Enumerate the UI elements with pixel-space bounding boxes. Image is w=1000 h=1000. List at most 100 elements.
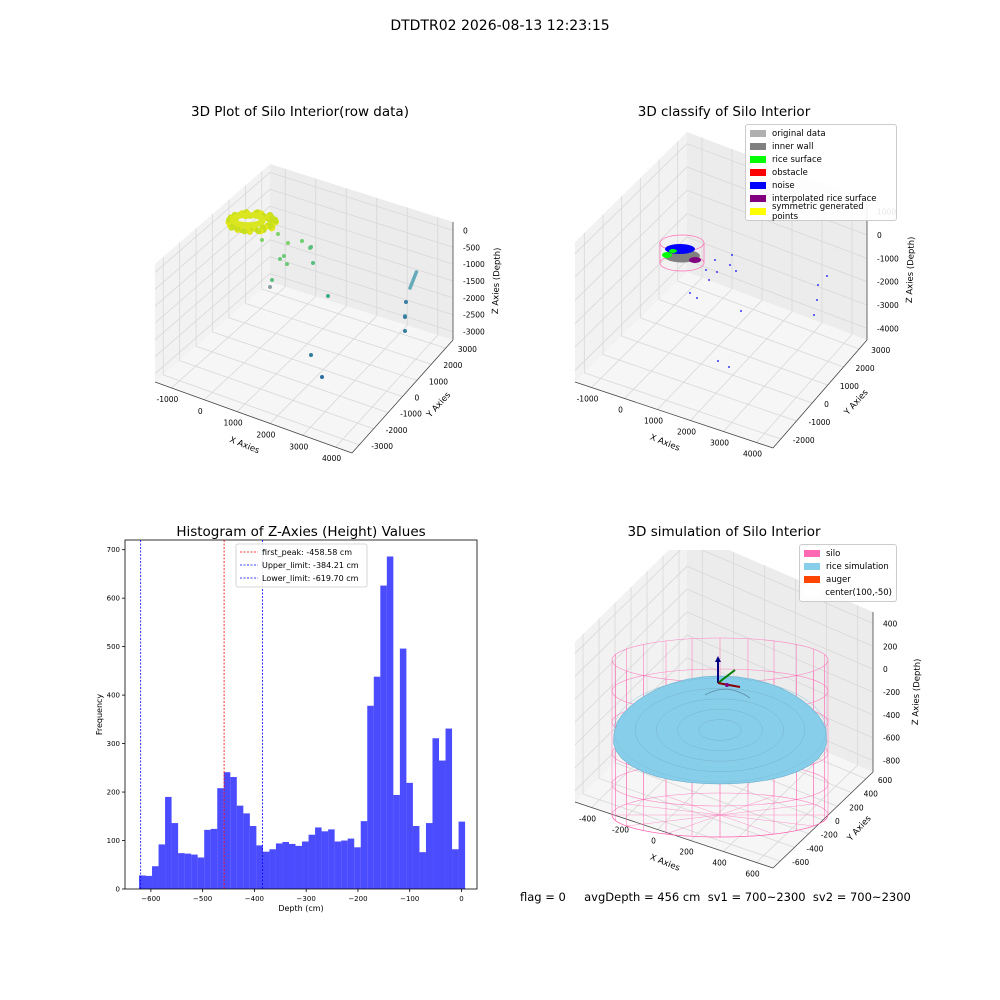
simulation-geometry <box>611 637 829 838</box>
histogram-bar <box>419 852 426 889</box>
rice-surface-ridge <box>704 688 751 699</box>
histogram-bar <box>243 813 250 889</box>
z-tick-label: -600 <box>883 734 900 743</box>
histogram-bar <box>386 556 394 889</box>
histogram-bar <box>282 841 289 889</box>
x-tick-label: 0 <box>651 837 656 846</box>
legend-item: symmetric generated points <box>750 202 892 222</box>
y-tick-label: 200 <box>849 803 864 812</box>
legend-swatch <box>750 143 766 150</box>
grid-line <box>261 288 446 349</box>
grid-line <box>657 300 763 410</box>
histogram-bar <box>308 834 316 889</box>
y-tick-label: 500 <box>107 643 120 651</box>
legend-swatch <box>750 156 766 163</box>
z-tick-label: -1000 <box>877 254 899 263</box>
legend-label: rice simulation <box>826 561 889 572</box>
figure-title: DTDTR02 2026-08-13 12:23:15 <box>390 18 610 34</box>
y-tick-label: 300 <box>107 740 120 748</box>
histogram-legend: first_peak: -458.58 cm Upper_limit: -384.… <box>235 543 368 588</box>
grid-line <box>574 634 874 746</box>
legend-label: silo <box>826 548 841 559</box>
silo-floor-spoke <box>626 803 721 816</box>
data-point <box>403 315 407 319</box>
legend-swatch <box>750 182 766 189</box>
legend-label: original data <box>772 128 826 139</box>
grid-line <box>154 188 454 290</box>
noise-point <box>816 299 818 301</box>
legend-label: interpolated rice surface <box>772 193 877 204</box>
histogram-bar <box>373 676 381 889</box>
x-tick-label: −200 <box>348 895 367 903</box>
z-tick-label: -400 <box>883 711 900 720</box>
histogram-bar <box>158 844 166 889</box>
y-tick-label: 3000 <box>458 345 477 354</box>
rice-mesh-line <box>656 698 784 762</box>
histogram-bar <box>341 840 348 889</box>
histogram-bar <box>445 728 453 889</box>
grid-line <box>228 317 418 381</box>
noise-point <box>735 270 737 272</box>
histogram-bar <box>197 857 205 889</box>
data-point <box>282 254 286 258</box>
rice-mesh-line <box>634 688 806 772</box>
histogram-bar <box>178 853 185 889</box>
y-tick-label: 2000 <box>443 361 462 370</box>
y-tick-label: 0 <box>116 886 120 894</box>
legend-swatch <box>804 576 820 583</box>
data-point <box>300 239 304 243</box>
data-point <box>311 261 315 265</box>
noise-point <box>826 275 828 277</box>
z-tick-label: -1000 <box>463 260 485 269</box>
silo-floor-spoke <box>719 803 814 816</box>
z-tick-label: -2000 <box>877 278 899 287</box>
z-tick-label: 0 <box>463 226 468 235</box>
histogram-bar <box>406 782 413 889</box>
depth-histogram: −600 −500 −400 −300 −200 −100 0 0 100 200 300 400 50… <box>95 539 478 913</box>
noise-point <box>729 264 731 266</box>
silo-floor-spoke <box>719 814 775 835</box>
silo-floor-spoke <box>665 795 721 816</box>
z-axis-label: Z Axies (Depth) <box>911 658 923 725</box>
grid-line <box>640 317 828 386</box>
z-tick-label: -4000 <box>877 324 899 333</box>
grid-line <box>245 303 432 365</box>
grid-line <box>163 374 360 446</box>
grid-line <box>154 256 454 358</box>
data-point <box>278 257 282 261</box>
legend-label: noise <box>772 180 795 191</box>
noise-point <box>708 279 710 281</box>
histogram-bar <box>439 760 446 889</box>
data-point <box>404 300 408 304</box>
noise-point <box>813 314 815 316</box>
x-axis-line <box>574 381 774 449</box>
plot-frame <box>124 539 478 890</box>
histogram-bar <box>275 843 283 889</box>
x-tick-label: -1000 <box>577 395 599 404</box>
grid-line <box>621 335 813 404</box>
histogram-bar <box>191 854 198 889</box>
y-tick-label: 0 <box>415 394 420 403</box>
y-axis-label: Y Axies <box>845 813 874 844</box>
x-tick-label: 0 <box>459 895 463 903</box>
grid-line <box>195 345 389 414</box>
data-point <box>270 278 274 282</box>
rice-surface-cluster <box>662 252 672 258</box>
data-point <box>414 270 419 274</box>
x-tick-label: 1000 <box>224 419 243 428</box>
grid-line <box>658 299 844 368</box>
data-point <box>260 238 264 242</box>
x-tick-label: 2000 <box>677 428 696 437</box>
y-axis-line <box>351 339 454 454</box>
histogram-bar <box>217 788 224 889</box>
x-tick-label: 3000 <box>710 439 729 448</box>
axes-box: -1000 0 1000 2000 3000 4000 -2000 -1000 0 1000 200… <box>574 132 917 459</box>
grid-line <box>154 239 454 341</box>
histogram-bar <box>302 841 309 889</box>
x-tick-label: 2000 <box>256 430 275 439</box>
classify-plot-title: 3D classify of Silo Interior <box>637 104 811 120</box>
grid-line <box>602 354 797 422</box>
histogram-bar <box>334 841 342 889</box>
floor-pane <box>575 272 867 448</box>
y-tick-label: 600 <box>107 595 120 603</box>
